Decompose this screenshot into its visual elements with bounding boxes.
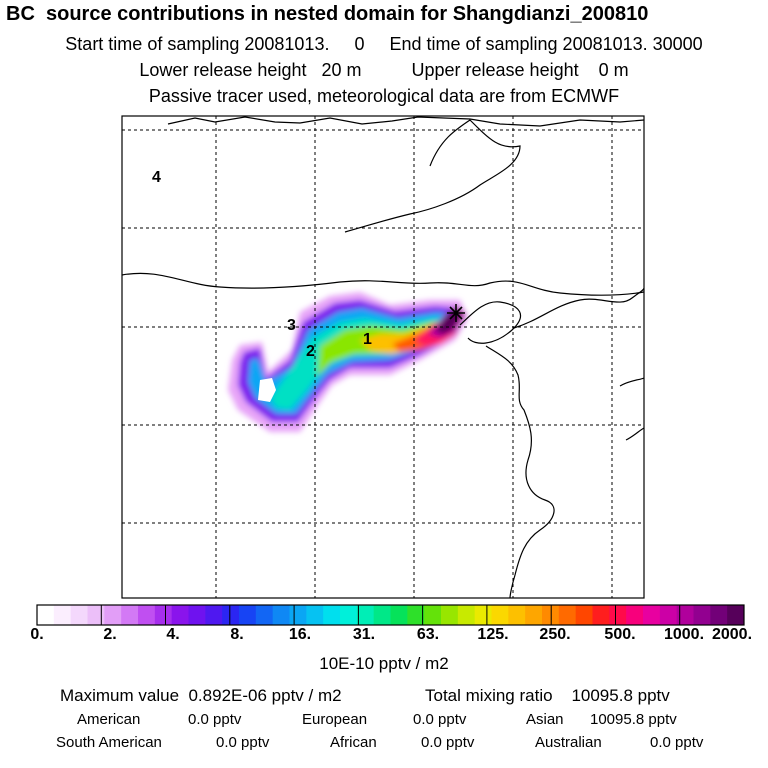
sampling-time-line: Start time of sampling 20081013. 0 End t… [65,34,703,54]
colorbar-tick: 0. [30,626,44,643]
colorbar-swatch [508,605,526,625]
region-name-asian: Asian [526,711,564,728]
region-value-australian: 0.0 pptv [650,734,704,751]
map-content: 4 3 2 1 [122,116,644,598]
colorbar-swatch [154,605,173,625]
colorbar-swatch [70,605,88,625]
receptor-star-icon [447,304,465,322]
colorbar-swatch [289,605,307,625]
colorbar-tick: 2. [103,626,117,643]
colorbar-swatch [727,605,745,625]
region-name-australian: Australian [535,734,602,751]
coastlines [122,116,644,598]
colorbar-swatch [373,605,391,625]
maximum-value: Maximum value 0.892E-06 pptv / m2 [60,686,342,705]
colorbar-swatch [710,605,728,625]
colorbar-swatch [138,605,156,625]
figure-title: BC source contributions in nested domain… [6,3,649,25]
region-label-2: 2 [306,343,315,360]
colorbar-swatch [693,605,711,625]
colorbar-swatch [592,605,610,625]
colorbar-tick: 4. [166,626,180,643]
colorbar-swatch [356,605,375,625]
colorbar-swatch [407,605,425,625]
region-label-3: 3 [287,317,296,334]
region-value-african: 0.0 pptv [421,734,475,751]
release-height-line: Lower release height 20 m Upper release … [139,60,629,80]
colorbar-unit: 10E-10 pptv / m2 [319,654,449,673]
colorbar-swatch [53,605,72,625]
concentration-plume [228,292,468,432]
region-name-african: African [330,734,377,751]
colorbar-swatch [37,605,55,625]
colorbar [36,604,745,626]
colorbar-swatch [575,605,593,625]
region-value-asian: 10095.8 pptv [590,711,677,728]
colorbar-swatch [222,605,240,625]
colorbar-swatch [491,605,509,625]
colorbar-swatch [457,605,476,625]
colorbar-tick: 500. [604,626,636,643]
colorbar-tick: 31. [352,626,376,643]
colorbar-swatch [609,605,627,625]
region-name-european: European [302,711,368,728]
colorbar-swatch [542,605,560,625]
tracer-info-line: Passive tracer used, meteorological data… [148,86,620,106]
colorbar-tick: 125. [477,626,509,643]
colorbar-swatch [626,605,644,625]
colorbar-tick: 8. [230,626,244,643]
colorbar-swatch [659,605,678,625]
colorbar-swatch [205,605,223,625]
colorbar-tick: 250. [539,626,571,643]
region-value-south-american: 0.0 pptv [216,734,270,751]
colorbar-tick: 2000. [711,626,753,643]
colorbar-swatch [171,605,189,625]
colorbar-swatch [121,605,139,625]
colorbar-swatch [87,605,105,625]
colorbar-swatch [643,605,661,625]
region-value-european: 0.0 pptv [413,711,467,728]
total-mixing-ratio: Total mixing ratio 10095.8 pptv [425,686,670,705]
colorbar-swatch [424,605,442,625]
region-value-american: 0.0 pptv [188,711,242,728]
region-label-4: 4 [152,169,161,186]
colorbar-swatch [525,605,543,625]
colorbar-swatch [255,605,274,625]
colorbar-swatch [340,605,358,625]
colorbar-swatch [188,605,206,625]
region-name-american: American [77,711,141,728]
colorbar-swatch [474,605,492,625]
grid-lines [122,116,644,598]
colorbar-swatch [676,605,694,625]
region-name-south-american: South American [56,734,162,751]
colorbar-swatch [558,605,577,625]
region-label-1: 1 [363,331,372,348]
colorbar-tick: 63. [416,626,440,643]
colorbar-tick: 1000. [663,626,705,643]
colorbar-swatch [272,605,290,625]
colorbar-frame [36,604,745,626]
colorbar-tick: 16. [288,626,312,643]
colorbar-swatch [441,605,459,625]
colorbar-swatch [104,605,122,625]
colorbar-swatch [239,605,257,625]
colorbar-swatch [323,605,341,625]
map-frame [121,115,645,599]
colorbar-swatch [390,605,408,625]
colorbar-swatch [306,605,324,625]
